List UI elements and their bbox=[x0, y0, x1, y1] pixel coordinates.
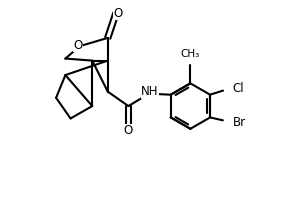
Text: O: O bbox=[113, 7, 123, 20]
Text: NH: NH bbox=[141, 85, 159, 98]
Text: Br: Br bbox=[233, 116, 246, 129]
Text: O: O bbox=[74, 39, 83, 52]
Text: Cl: Cl bbox=[232, 82, 244, 95]
Text: CH₃: CH₃ bbox=[181, 49, 200, 59]
Text: O: O bbox=[124, 124, 133, 137]
